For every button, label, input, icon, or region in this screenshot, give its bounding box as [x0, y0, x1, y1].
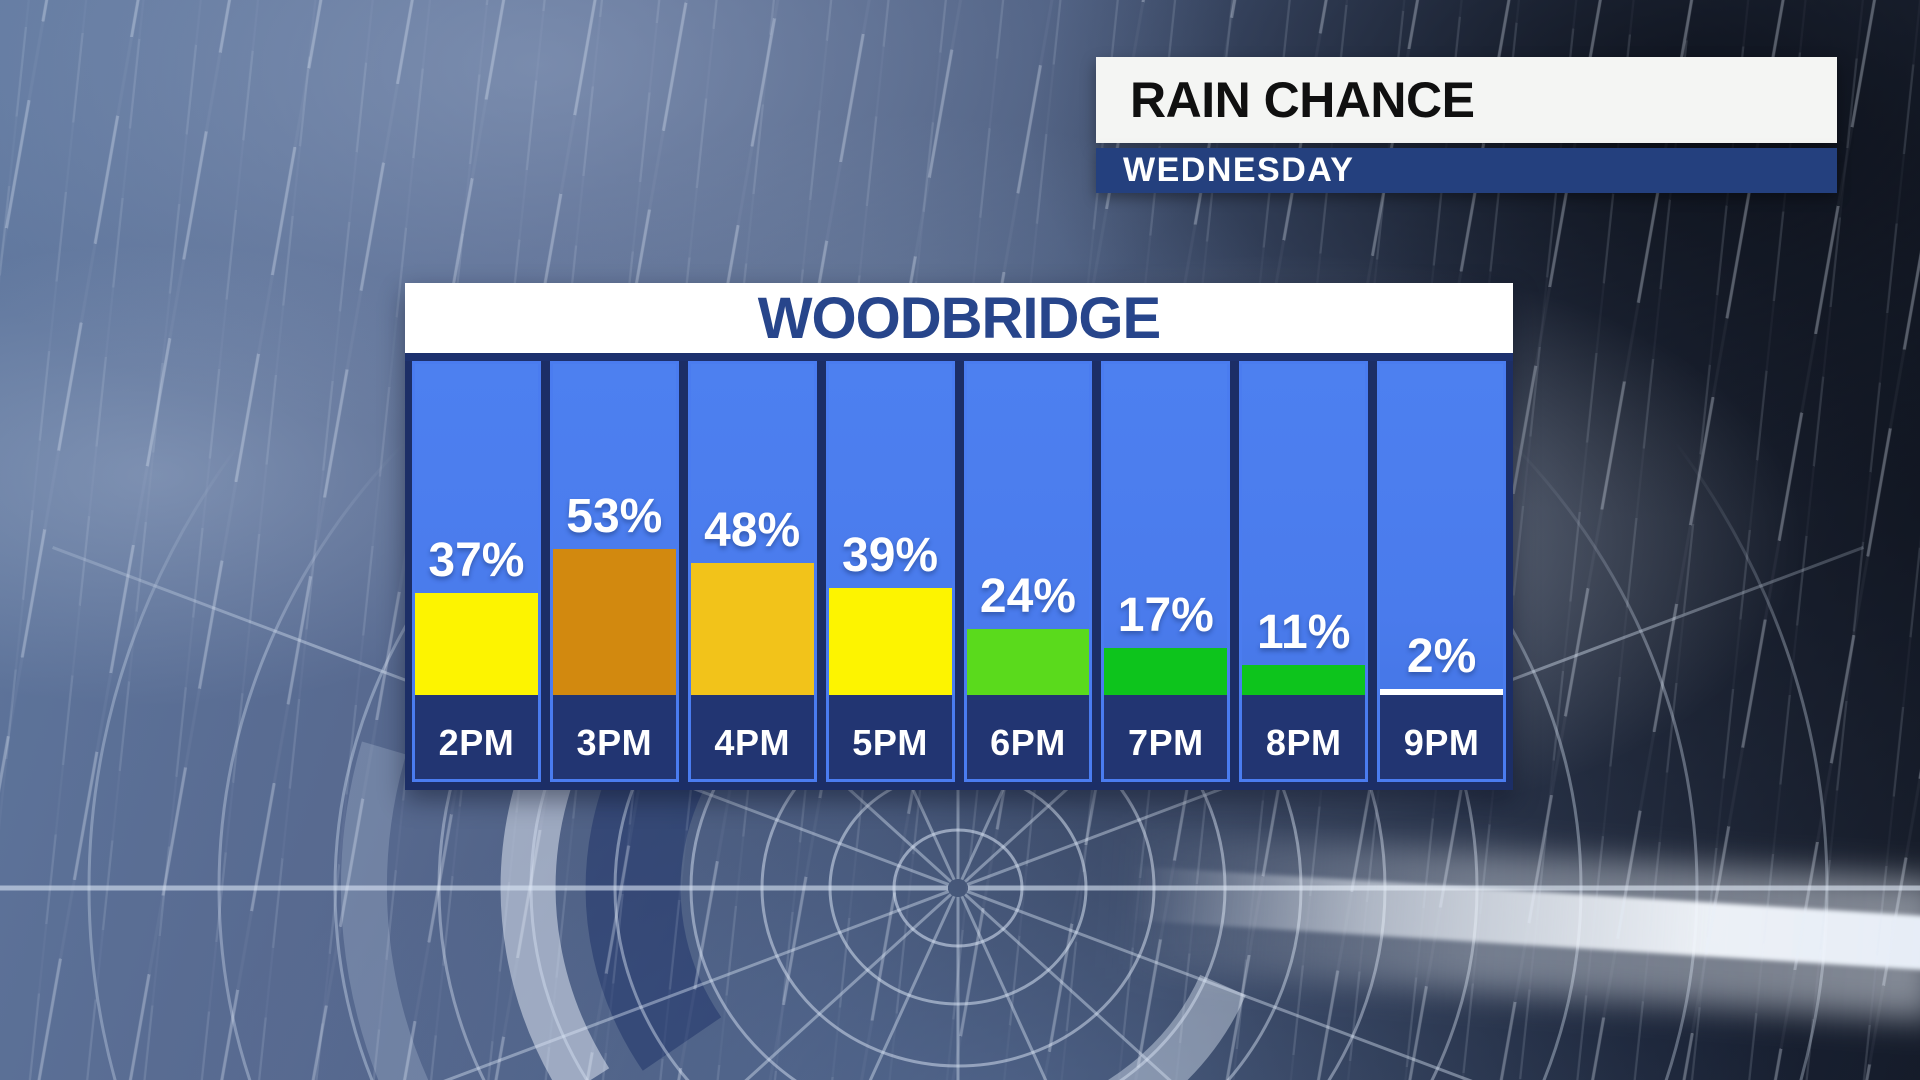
rain-percent-label: 17% — [1117, 589, 1214, 643]
bar-area: 17% — [1104, 364, 1228, 695]
rain-bar — [415, 593, 538, 695]
hour-column-2pm: 37% 2PM — [412, 361, 541, 782]
location-title: WOODBRIDGE — [757, 285, 1161, 351]
bar-area: 2% — [1380, 364, 1503, 695]
rain-percent-label: 11% — [1256, 605, 1351, 659]
rain-bar — [828, 587, 952, 695]
rain-bar — [1104, 648, 1228, 695]
bar-area: 37% — [415, 364, 538, 695]
time-band: 3PM — [552, 695, 676, 779]
rain-percent-label: 39% — [842, 528, 939, 582]
bar-area: 24% — [966, 364, 1090, 695]
hour-label: 3PM — [576, 722, 653, 763]
hour-column-9pm: 2% 9PM — [1377, 361, 1506, 782]
location-title-bar: WOODBRIDGE — [405, 283, 1513, 353]
hour-label: 5PM — [852, 722, 928, 763]
hour-label: 8PM — [1265, 722, 1342, 763]
title-separator — [405, 353, 1513, 361]
bar-area: 53% — [552, 364, 676, 695]
rain-percent-label: 24% — [979, 570, 1076, 623]
rain-chance-panel: WOODBRIDGE 37% 2PM 53% 3PM 48% 4PM 39% 5PM 24% 6P… — [405, 283, 1513, 790]
bar-area: 48% — [690, 364, 814, 695]
time-band: 2PM — [415, 695, 538, 779]
time-band: 8PM — [1242, 695, 1366, 779]
rain-bar — [690, 563, 814, 695]
rain-bar — [1380, 689, 1503, 695]
rain-bar — [966, 629, 1090, 695]
header-title: RAIN CHANCE — [1130, 72, 1475, 128]
rain-bar — [552, 549, 676, 695]
hour-label: 2PM — [438, 722, 515, 763]
time-band: 6PM — [966, 695, 1090, 779]
hour-column-4pm: 48% 4PM — [687, 361, 817, 782]
bar-area: 11% — [1242, 364, 1366, 695]
hour-label: 6PM — [990, 722, 1066, 763]
rain-percent-label: 48% — [704, 504, 801, 557]
header-day-box: WEDNESDAY — [1096, 148, 1837, 193]
header-day-label: WEDNESDAY — [1123, 151, 1355, 189]
rain-percent-label: 37% — [428, 534, 525, 588]
rain-percent-label: 2% — [1406, 630, 1477, 683]
hour-column-3pm: 53% 3PM — [549, 361, 679, 782]
rain-bar — [1242, 664, 1366, 695]
hour-column-8pm: 11% 8PM — [1239, 361, 1369, 782]
hour-column-6pm: 24% 6PM — [963, 361, 1093, 782]
time-band: 7PM — [1104, 695, 1228, 779]
hours-row: 37% 2PM 53% 3PM 48% 4PM 39% 5PM 24% 6PM 17% 7PM 11% 8… — [405, 361, 1513, 790]
hour-label: 4PM — [714, 722, 790, 763]
hour-label: 9PM — [1403, 722, 1480, 763]
rain-percent-label: 53% — [566, 490, 663, 544]
hour-label: 7PM — [1128, 722, 1204, 763]
time-band: 4PM — [690, 695, 814, 779]
time-band: 5PM — [828, 695, 952, 779]
hour-column-7pm: 17% 7PM — [1101, 361, 1231, 782]
bar-area: 39% — [828, 364, 952, 695]
hour-column-5pm: 39% 5PM — [825, 361, 955, 782]
header-title-box: RAIN CHANCE — [1096, 57, 1837, 143]
time-band: 9PM — [1380, 695, 1503, 779]
